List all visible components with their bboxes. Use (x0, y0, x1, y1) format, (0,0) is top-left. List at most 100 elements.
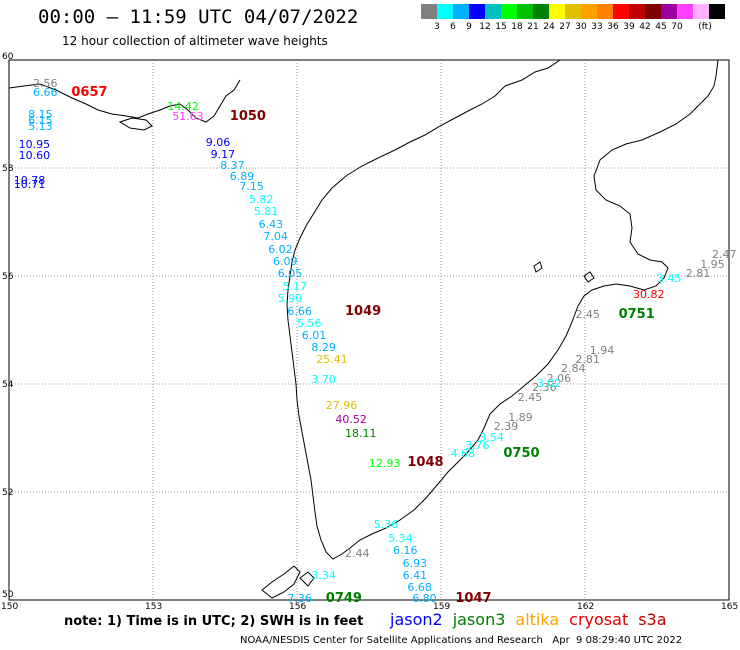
pass-id-label: 1048 (407, 455, 444, 471)
color-scale-label: 15 (495, 22, 507, 32)
color-swatch (453, 4, 469, 19)
wave-height-label: 2.81 (685, 266, 711, 280)
legend-altika: altika (515, 610, 560, 629)
wave-height-label: 9.06 (205, 135, 231, 149)
color-swatch (437, 4, 453, 19)
wave-height-label: 2.06 (546, 371, 572, 385)
kamchatka-west-coast (286, 59, 719, 560)
y-tick-label: 52 (2, 488, 14, 498)
small-island (583, 271, 595, 283)
wave-height-label: 5.90 (277, 292, 303, 306)
legend-jason3: jason3 (452, 610, 506, 629)
wave-height-label: 6.80 (412, 592, 437, 606)
wave-height-label: 2.47 (712, 247, 737, 261)
color-swatch (677, 4, 693, 19)
color-scale-label: 21 (527, 22, 539, 32)
x-tick-label: 159 (433, 602, 451, 612)
color-swatch (693, 4, 709, 19)
wave-height-label: 5.56 (297, 317, 322, 331)
wave-height-label: 3.54 (479, 431, 504, 444)
wave-height-label: 3.45 (657, 272, 682, 286)
color-scale-label: 12 (479, 22, 491, 32)
wave-height-label: 6.41 (402, 568, 428, 582)
legend-cryosat: cryosat (569, 610, 629, 629)
y-tick-label: 54 (2, 380, 14, 390)
wave-height-label: 3.70 (311, 372, 336, 386)
wave-height-label: 25.41 (316, 352, 348, 366)
wave-height-label: 2.84 (561, 361, 586, 375)
pass-id-label: 0751 (618, 306, 655, 322)
color-swatch (421, 4, 437, 19)
wave-height-label: 6.09 (273, 254, 298, 268)
wave-height-label: 5.34 (388, 531, 413, 545)
x-tick-label: 153 (145, 602, 163, 612)
wave-height-label: 2.56 (33, 76, 58, 90)
wave-height-label: 18.11 (345, 427, 377, 441)
wave-height-label: 1.89 (508, 411, 533, 425)
color-scale-label: 70 (671, 22, 683, 32)
wave-height-label: 6.43 (258, 217, 284, 231)
wave-height-label: 10.78 (13, 173, 46, 187)
pass-id-label: 1047 (455, 591, 492, 607)
color-scale-label: 3 (434, 22, 440, 32)
color-swatch (549, 4, 565, 19)
color-scale-label: 42 (639, 22, 651, 32)
wave-height-label: 40.52 (335, 412, 367, 426)
color-scale-label: 33 (591, 22, 603, 32)
wave-height-label: 6.15 (28, 114, 53, 128)
wave-height-label: 5.13 (28, 119, 53, 133)
wave-height-label: 9.17 (210, 148, 236, 162)
wave-height-label: 6.16 (393, 544, 418, 558)
footer-note: note: 1) Time is in UTC; 2) SWH is in fe… (64, 614, 364, 629)
color-scale-label: 6 (450, 22, 456, 32)
pass-id-label: 1049 (345, 303, 382, 319)
color-swatch (613, 4, 629, 19)
pass-id-label: 0657 (71, 85, 108, 101)
okhotsk-island (118, 117, 153, 131)
wave-height-label: 6.89 (229, 169, 255, 183)
wave-height-label: 27.96 (325, 398, 358, 412)
coastline (8, 59, 719, 599)
color-swatch (645, 4, 661, 19)
wave-height-label: 1.95 (700, 257, 725, 271)
y-tick-label: 56 (2, 272, 14, 282)
wave-height-label: 7.04 (263, 230, 288, 244)
color-scale-label: 39 (623, 22, 635, 32)
color-swatch (709, 4, 725, 19)
color-swatch (629, 4, 645, 19)
wave-height-label: 4.68 (450, 447, 476, 461)
color-swatch (501, 4, 517, 19)
wave-height-label: 6.66 (287, 304, 312, 318)
wave-height-label: 5.36 (373, 518, 399, 532)
color-scale-label: 24 (543, 22, 555, 32)
wave-height-label: 6.66 (33, 86, 58, 100)
pass-id-label: 0750 (503, 446, 540, 462)
color-swatch (581, 4, 597, 19)
wave-height-label: 3.02 (537, 377, 562, 390)
wave-height-label: 14.42 (167, 99, 199, 113)
wave-height-label: 5.81 (253, 205, 279, 219)
wave-height-label: 7.15 (239, 180, 264, 194)
wave-height-label: 10.71 (13, 177, 46, 191)
color-scale-label: 45 (655, 22, 667, 32)
okhotsk-north-coast (8, 79, 241, 123)
wave-height-label: 2.39 (493, 420, 519, 434)
color-scale-label: 18 (511, 22, 523, 32)
wave-height-label: 5.82 (249, 192, 274, 206)
x-tick-label: 156 (289, 602, 307, 612)
color-swatch (469, 4, 485, 19)
wave-height-label: 2.45 (517, 390, 543, 404)
kuril-island-2 (299, 571, 315, 587)
wave-height-label: 7.36 (287, 592, 312, 606)
wave-height-label: 8.37 (220, 158, 245, 172)
lat-lon-grid (9, 60, 729, 600)
karaginsky-island (533, 261, 543, 273)
y-tick-label: 58 (2, 164, 14, 174)
wave-height-label: 6.02 (268, 242, 293, 256)
map-frame (8, 59, 730, 601)
wave-height-label: 51.63 (172, 109, 204, 123)
y-tick-label: 50 (2, 590, 14, 600)
y-tick-label: 60 (2, 52, 14, 62)
color-scale-label: 36 (607, 22, 619, 32)
color-swatch (485, 4, 501, 19)
